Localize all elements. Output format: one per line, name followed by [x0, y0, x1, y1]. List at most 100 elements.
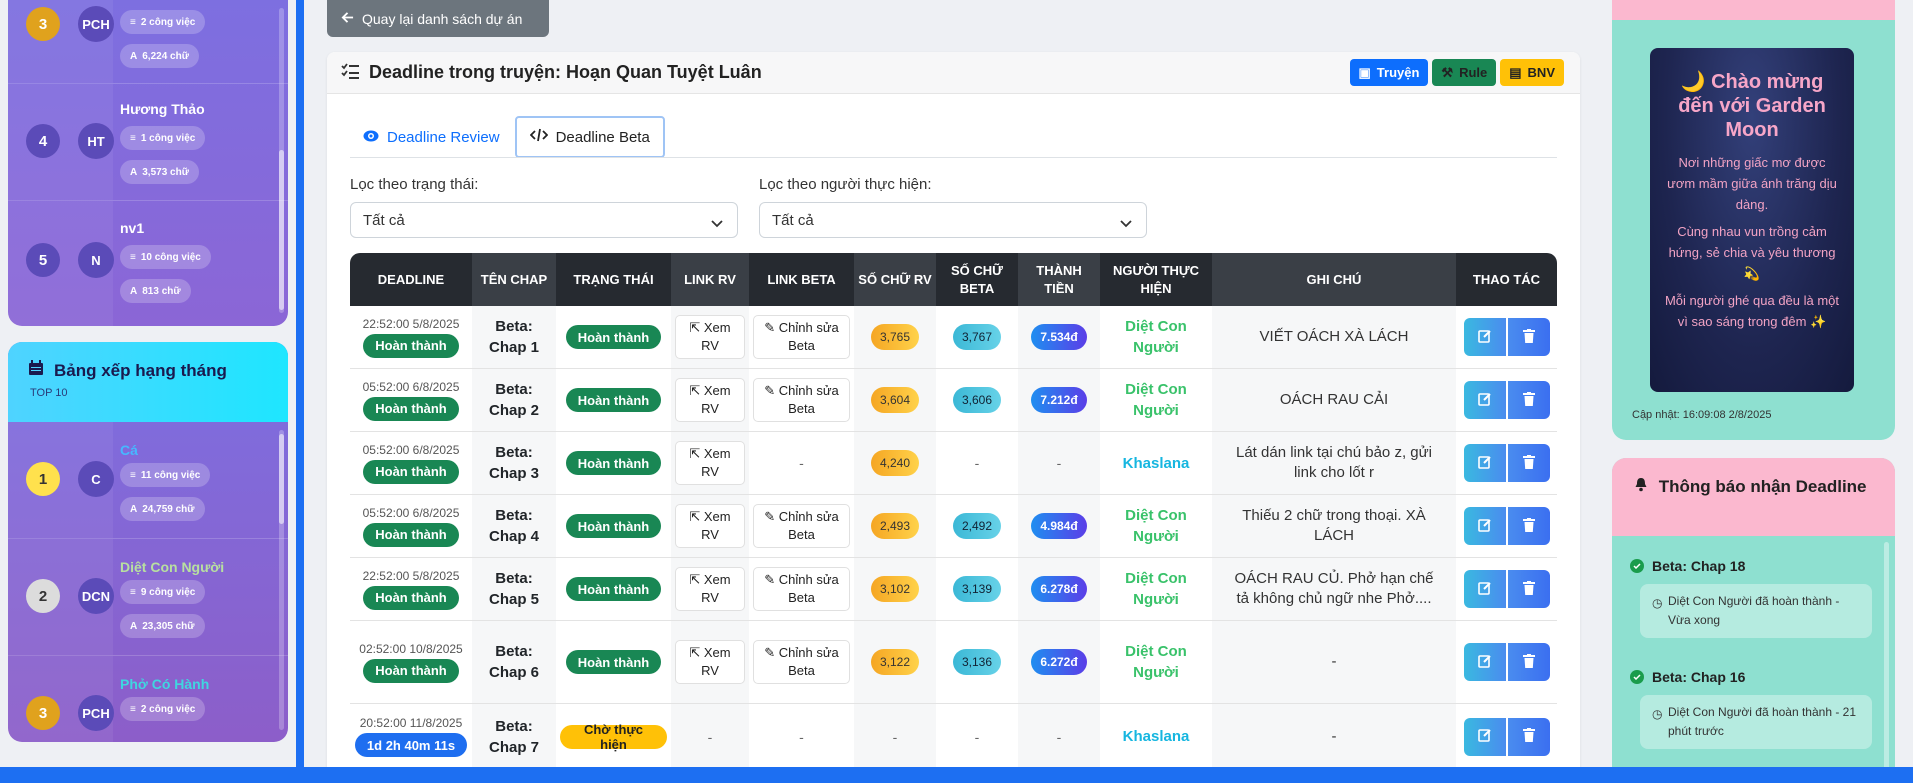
col-ghi-chu[interactable]: GHI CHÚ [1212, 253, 1456, 306]
tab-deadline-beta[interactable]: Deadline Beta [514, 116, 665, 158]
updated-time: Cập nhật: 16:09:08 2/8/2025 [1632, 409, 1772, 421]
font-icon: A [130, 503, 138, 515]
edit-icon [1477, 392, 1492, 409]
col-so-chu-beta[interactable]: SỐ CHỮ BETA [951, 262, 1003, 296]
cell-note: OÁCH RAU CẢI [1212, 369, 1456, 431]
col-trang-thai[interactable]: TRẠNG THÁI [573, 271, 654, 287]
scrollbar-thumb[interactable] [279, 434, 284, 524]
tab-deadline-review[interactable]: Deadline Review [350, 116, 513, 158]
note-text: VIẾT OÁCH XÀ LÁCH [1259, 328, 1409, 345]
edit-beta-link[interactable]: ✎ Chỉnh sửa Beta [753, 640, 850, 684]
col-nguoi-thuc-hien[interactable]: NGƯỜI THỰC HIỆN [1112, 262, 1200, 296]
status-filter-select[interactable]: Tất cả [350, 202, 738, 238]
bnv-button[interactable]: ▤ BNV [1500, 59, 1564, 86]
person-name[interactable]: Diệt Con Người [1125, 318, 1187, 356]
ranking-row[interactable]: 5 N nv1 ≡ 10 công việc A 813 chữ [8, 201, 288, 326]
scrollbar-thumb[interactable] [279, 150, 284, 310]
edit-button[interactable] [1463, 318, 1506, 356]
edit-beta-link[interactable]: ✎ Chỉnh sửa Beta [753, 378, 850, 422]
ranking-row[interactable]: 3 PCH Phở Có Hành ≡ 2 công việc [8, 656, 288, 742]
cell-chap: Beta: Chap 5 [472, 558, 556, 620]
notification-item[interactable]: Beta: Chap 16 ◷ Diệt Con Người đã hoàn t… [1630, 669, 1872, 749]
cell-so-chu-rv: 2,493 [854, 495, 936, 557]
chap-name: Beta: Chap 1 [488, 318, 539, 356]
ranking-row[interactable]: 4 HT Hương Thảo ≡ 1 công việc A 3,573 chữ [8, 84, 288, 201]
scrollbar[interactable] [1884, 542, 1889, 782]
col-so-chu-rv[interactable]: SỐ CHỮ RV [854, 253, 936, 306]
edit-beta-link[interactable]: ✎ Chỉnh sửa Beta [753, 567, 850, 611]
person-name[interactable]: Diệt Con Người [1125, 643, 1187, 681]
col-deadline[interactable]: DEADLINE [377, 271, 445, 287]
view-rv-link[interactable]: ⇱ Xem RV [675, 504, 745, 548]
words-pill: A 6,224 chữ [120, 44, 199, 68]
external-link-icon: ⇱ [689, 446, 701, 461]
file-icon: ▤ [1509, 64, 1522, 80]
ranking-row[interactable]: 2 DCN Diệt Con Người ≡ 9 công việc A 23,30… [8, 539, 288, 656]
cell-chap: Beta: Chap 6 [472, 621, 556, 703]
cell-person: Diệt Con Người [1100, 369, 1212, 431]
trash-icon [1522, 580, 1535, 598]
external-link-icon: ⇱ [689, 572, 701, 587]
person-name[interactable]: Diệt Con Người [1125, 381, 1187, 419]
delete-button[interactable] [1507, 570, 1550, 608]
view-rv-link[interactable]: ⇱ Xem RV [675, 567, 745, 611]
note-text: - [1331, 727, 1337, 745]
trash-icon [1522, 653, 1535, 671]
tasks-pill: ≡ 11 công việc [120, 463, 211, 487]
external-link-icon: ⇱ [689, 320, 701, 335]
cell-so-chu-rv: 3,604 [854, 369, 936, 431]
rule-button[interactable]: ⚒ Rule [1432, 59, 1497, 86]
person-filter-select[interactable]: Tất cả [759, 202, 1147, 238]
deadline-notifications: Thông báo nhận Deadline Beta: Chap 18 ◷ … [1612, 458, 1895, 783]
col-link-beta[interactable]: LINK BETA [767, 271, 836, 287]
ranking-row[interactable]: 3 PCH ≡ 2 công việc A 6,224 chữ [8, 0, 288, 84]
note-text: OÁCH RAU CỦ. Phở hạn chế tả không chủ ng… [1234, 570, 1434, 607]
monthly-title: Bảng xếp hạng tháng [54, 360, 227, 380]
trash-icon [1522, 454, 1535, 472]
edit-beta-link[interactable]: ✎ Chỉnh sửa Beta [753, 315, 850, 359]
edit-button[interactable] [1463, 643, 1506, 681]
notification-item[interactable]: Beta: Chap 18 ◷ Diệt Con Người đã hoàn t… [1630, 558, 1872, 638]
cell-actions [1456, 621, 1557, 703]
ranking-row[interactable]: 1 C Cá ≡ 11 công việc A 24,759 chữ [8, 422, 288, 539]
edit-button[interactable] [1463, 717, 1506, 756]
delete-button[interactable] [1507, 643, 1550, 681]
edit-beta-link[interactable]: ✎ Chỉnh sửa Beta [753, 504, 850, 548]
deadline-table: DEADLINE TÊN CHAP TRẠNG THÁI LINK RV LIN… [350, 253, 1557, 770]
edit-button[interactable] [1463, 381, 1506, 419]
delete-button[interactable] [1507, 507, 1550, 545]
person-name[interactable]: Khaslana [1122, 454, 1190, 472]
col-thao-tac[interactable]: THAO TÁC [1472, 271, 1541, 287]
cell-actions [1456, 495, 1557, 557]
edit-button[interactable] [1463, 570, 1506, 608]
person-name[interactable]: Khaslana [1122, 728, 1190, 745]
cell-status: Hoàn thành [556, 306, 671, 368]
edit-button[interactable] [1463, 507, 1506, 545]
words-pill: A 24,759 chữ [120, 497, 205, 521]
delete-button[interactable] [1507, 318, 1550, 356]
scrollbar[interactable] [279, 430, 284, 730]
delete-button[interactable] [1507, 381, 1550, 419]
col-ten-chap[interactable]: TÊN CHAP [472, 253, 556, 306]
view-rv-link[interactable]: ⇱ Xem RV [675, 378, 745, 422]
truyen-button[interactable]: ▣ Truyện [1349, 59, 1429, 86]
cell-so-chu-beta: 2,492 [936, 495, 1018, 557]
edit-icon [1477, 455, 1492, 472]
col-link-rv[interactable]: LINK RV [671, 253, 749, 306]
col-thanh-tien[interactable]: THÀNH TIỀN [1018, 253, 1100, 306]
delete-button[interactable] [1507, 444, 1550, 482]
person-filter-label: Lọc theo người thực hiện: [759, 176, 932, 193]
cell-link-rv: ⇱ Xem RV [671, 432, 749, 494]
view-rv-link[interactable]: ⇱ Xem RV [675, 441, 745, 485]
code-icon [529, 128, 548, 146]
cell-so-chu-beta: - [974, 455, 980, 471]
person-name[interactable]: Diệt Con Người [1125, 570, 1187, 608]
back-to-projects-button[interactable]: Quay lại danh sách dự án [327, 0, 549, 37]
view-rv-link[interactable]: ⇱ Xem RV [675, 640, 745, 684]
trash-icon [1522, 391, 1535, 409]
view-rv-link[interactable]: ⇱ Xem RV [675, 315, 745, 359]
rv-count-badge: 2,493 [870, 513, 920, 539]
edit-button[interactable] [1463, 444, 1506, 482]
delete-button[interactable] [1507, 717, 1550, 756]
person-name[interactable]: Diệt Con Người [1125, 507, 1187, 545]
